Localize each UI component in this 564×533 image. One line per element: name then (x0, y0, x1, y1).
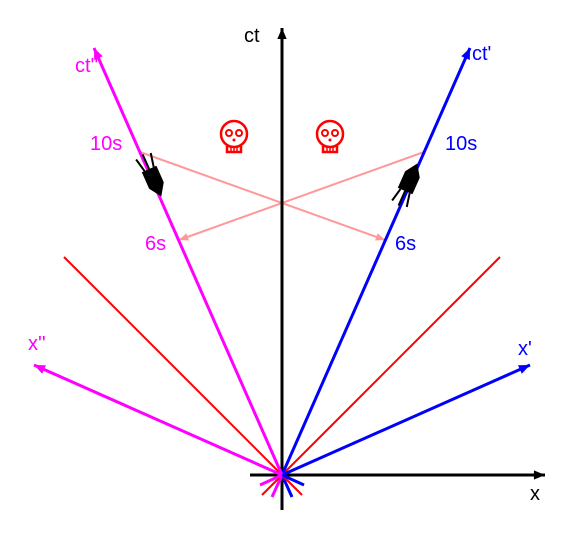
svg-text:ct': ct' (472, 43, 491, 65)
svg-text:x: x (530, 483, 540, 505)
svg-text:x': x' (518, 338, 532, 360)
svg-text:10s: 10s (90, 133, 122, 155)
svg-text:6s: 6s (395, 233, 416, 255)
svg-text:ct: ct (244, 25, 260, 47)
svg-text:6s: 6s (145, 233, 166, 255)
minkowski-diagram: ct x ct' x' ct'' x'' 10s 6s 10s 6s (0, 0, 564, 533)
svg-text:ct'': ct'' (75, 55, 98, 77)
svg-text:10s: 10s (445, 133, 477, 155)
svg-text:x'': x'' (28, 333, 46, 355)
diagram-svg: ct x ct' x' ct'' x'' 10s 6s 10s 6s (0, 0, 564, 533)
